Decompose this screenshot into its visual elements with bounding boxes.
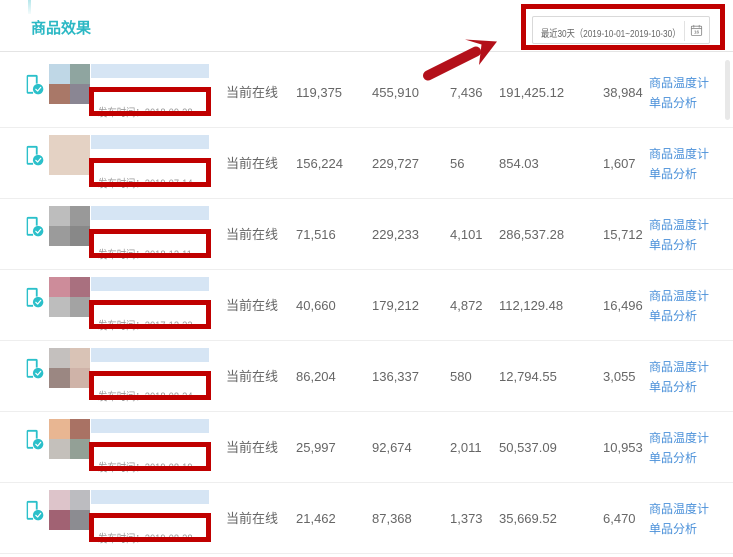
svg-text:16: 16 bbox=[694, 29, 700, 34]
